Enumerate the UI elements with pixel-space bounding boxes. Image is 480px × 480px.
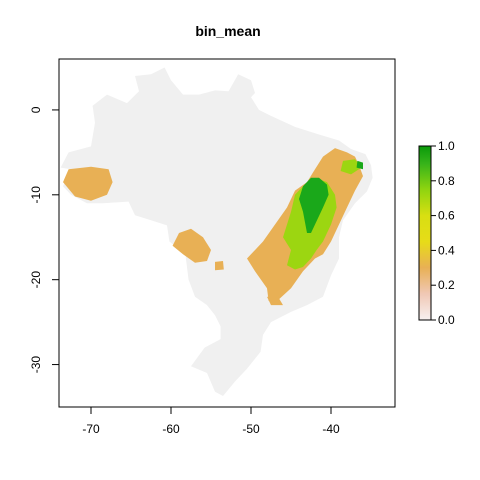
region-small-patch-1 <box>215 261 224 271</box>
brazil-outline <box>60 67 373 396</box>
y-tick-label: -20 <box>29 271 43 289</box>
y-tick-label: -10 <box>29 186 43 204</box>
legend-tick-label: 0.6 <box>438 209 455 223</box>
legend-tick-label: 0.8 <box>438 174 455 188</box>
region-dark-green-core-east <box>356 160 363 170</box>
color-legend: 1.0 0.8 0.6 0.4 0.2 0.0 <box>418 139 455 327</box>
legend-color-bar <box>418 145 432 321</box>
y-axis: 0 -10 -20 -30 <box>29 106 59 373</box>
region-green-belt-east <box>340 159 362 175</box>
legend-tick-label: 0.0 <box>438 313 455 327</box>
x-tick-label: -70 <box>82 422 100 436</box>
legend-tick-label: 0.2 <box>438 278 455 292</box>
legend-tick-label: 0.4 <box>438 243 455 257</box>
x-tick-label: -40 <box>322 422 340 436</box>
region-dark-green-core <box>299 177 329 233</box>
legend-tick-label: 1.0 <box>438 139 455 153</box>
chart-title: bin_mean <box>195 23 260 39</box>
plot-border <box>58 58 396 408</box>
region-east-region-tail <box>267 296 283 306</box>
region-central-west-patch <box>172 228 211 263</box>
x-axis: -70 -60 -50 -40 <box>82 407 340 436</box>
y-tick-label: -30 <box>29 356 43 374</box>
y-tick-label: 0 <box>29 106 43 113</box>
x-tick-label: -50 <box>242 422 260 436</box>
x-tick-label: -60 <box>162 422 180 436</box>
region-acre-patch <box>63 166 113 201</box>
map-layer <box>60 67 373 396</box>
